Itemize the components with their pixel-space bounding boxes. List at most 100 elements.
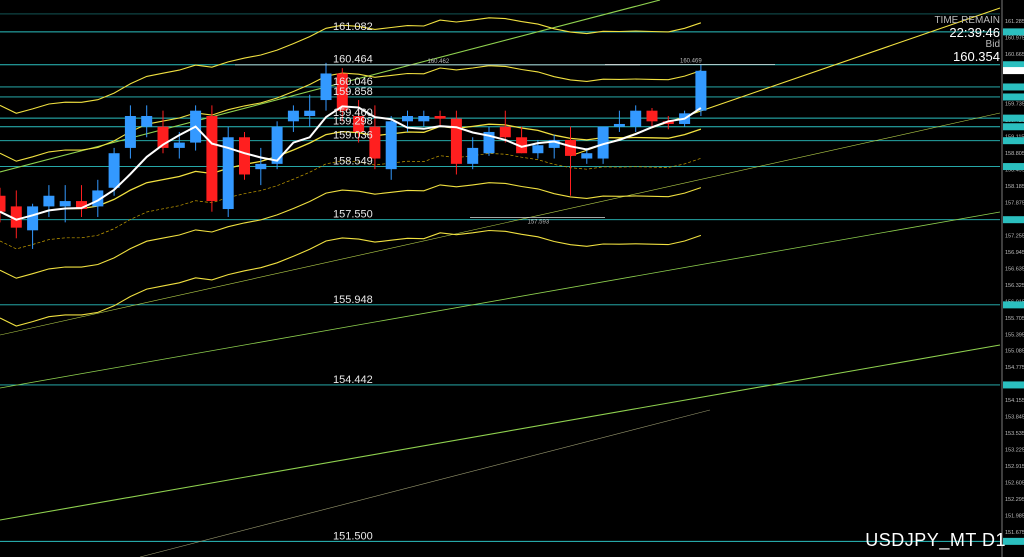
axis-tick-label: 153.225	[1005, 448, 1024, 454]
axis-tick-label: 156.325	[1005, 283, 1024, 289]
axis-tick-label: 157.255	[1005, 233, 1024, 239]
candle-body	[597, 126, 609, 159]
axis-level-box	[1003, 61, 1024, 69]
candle-body	[369, 126, 381, 159]
level-label: 157.550	[333, 209, 373, 221]
level-label: 159.460	[333, 107, 373, 119]
axis-tick-label: 159.735	[1005, 102, 1024, 108]
candle-body	[581, 153, 593, 159]
axis-tick-label: 160.975	[1005, 36, 1024, 42]
candle-body	[287, 110, 299, 122]
candle-body	[516, 137, 528, 154]
moving-average	[0, 105, 702, 221]
level-label: 161.082	[333, 21, 373, 33]
axis-tick-label: 158.495	[1005, 167, 1024, 173]
candle-body	[92, 190, 104, 207]
candle-body	[271, 126, 283, 164]
band-line	[0, 182, 702, 279]
axis-tick-label: 152.915	[1005, 464, 1024, 470]
axis-level-box	[1003, 28, 1024, 36]
candle-body	[304, 110, 316, 116]
candle-body	[10, 206, 22, 228]
candle-body	[695, 70, 707, 111]
candle-body	[613, 123, 625, 127]
axis-level-box	[1003, 216, 1024, 224]
candle-body	[499, 126, 511, 138]
axis-tick-label: 153.535	[1005, 431, 1024, 437]
candle-body	[434, 116, 446, 119]
symbol-label: USDJPY_MT D1	[865, 530, 1006, 550]
level-label: 155.948	[333, 294, 373, 306]
axis-level-box	[1003, 123, 1024, 131]
axis-tick-label: 153.845	[1005, 415, 1024, 421]
candle-body	[336, 73, 348, 111]
level-label: 159.036	[333, 130, 373, 142]
candle-body	[532, 145, 544, 154]
marked-label: 157.593	[528, 219, 550, 225]
candle-body	[565, 139, 576, 156]
axis-tick-label: 158.805	[1005, 151, 1024, 157]
candle-body	[483, 131, 495, 154]
axis-tick-label: 152.605	[1005, 481, 1024, 487]
candle-body	[124, 116, 136, 148]
candles	[0, 62, 707, 249]
axis-level-box	[1003, 93, 1024, 101]
trendlines	[0, 0, 1001, 557]
candle-body	[467, 147, 479, 164]
marked-label: 160.469	[680, 58, 702, 64]
level-label: 151.500	[333, 530, 373, 542]
axis-tick-label: 158.185	[1005, 184, 1024, 190]
axis-tick-label: 151.675	[1005, 530, 1024, 536]
band-line	[0, 65, 702, 162]
candle-body	[27, 206, 39, 231]
level-label: 159.298	[333, 116, 373, 128]
axis-tick-label: 156.945	[1005, 250, 1024, 256]
axis-level-box	[1003, 537, 1024, 545]
candle-body	[320, 73, 332, 101]
candle-body	[353, 116, 365, 132]
band-line	[0, 17, 702, 114]
candle-body	[662, 121, 674, 124]
candle-body	[646, 110, 658, 122]
info-panel: TIME REMAIN 22:39:46 Bid 160.354	[934, 15, 1000, 63]
candle-body	[108, 153, 120, 188]
marked-label: 160.462	[428, 59, 450, 65]
candle-body	[239, 137, 250, 175]
horizontal-levels	[0, 13, 1000, 542]
axis-tick-label: 161.285	[1005, 19, 1024, 25]
band-dashed	[0, 153, 702, 250]
candle-body	[59, 201, 71, 207]
level-label: 160.464	[333, 54, 373, 66]
candle-body	[222, 137, 234, 210]
axis-level-box	[1003, 114, 1024, 122]
axis-tick-label: 160.665	[1005, 52, 1024, 58]
marked-points: 160.462 160.469 157.593	[235, 58, 775, 225]
level-label: 154.442	[333, 374, 373, 386]
candle-body	[548, 139, 560, 148]
candle-body	[630, 110, 642, 127]
axis-tick-label: 151.985	[1005, 514, 1024, 520]
trendline	[0, 344, 1001, 521]
bid-value: 160.354	[953, 49, 1000, 64]
candle-body	[43, 195, 55, 207]
candle-body	[157, 126, 169, 148]
candle-body	[173, 142, 185, 148]
axis-level-box	[1003, 83, 1024, 91]
candle-body	[255, 163, 267, 170]
trendline	[0, 211, 1001, 389]
ma-line	[0, 105, 702, 221]
trendline	[139, 409, 711, 557]
candle-body	[385, 121, 397, 170]
axis-tick-label: 157.875	[1005, 200, 1024, 206]
axis-tick-label: 155.705	[1005, 316, 1024, 322]
level-label: 158.549	[333, 156, 373, 168]
trendline	[0, 112, 1001, 336]
axis-bid-box	[1003, 67, 1024, 75]
axis-tick-label: 155.395	[1005, 332, 1024, 338]
price-axis: 161.285160.975160.665160.355160.045159.7…	[1001, 0, 1024, 557]
candle-body	[206, 116, 218, 202]
candle-body	[450, 118, 462, 164]
bid-label: Bid	[985, 39, 1000, 50]
level-label: 159.858	[333, 86, 373, 98]
